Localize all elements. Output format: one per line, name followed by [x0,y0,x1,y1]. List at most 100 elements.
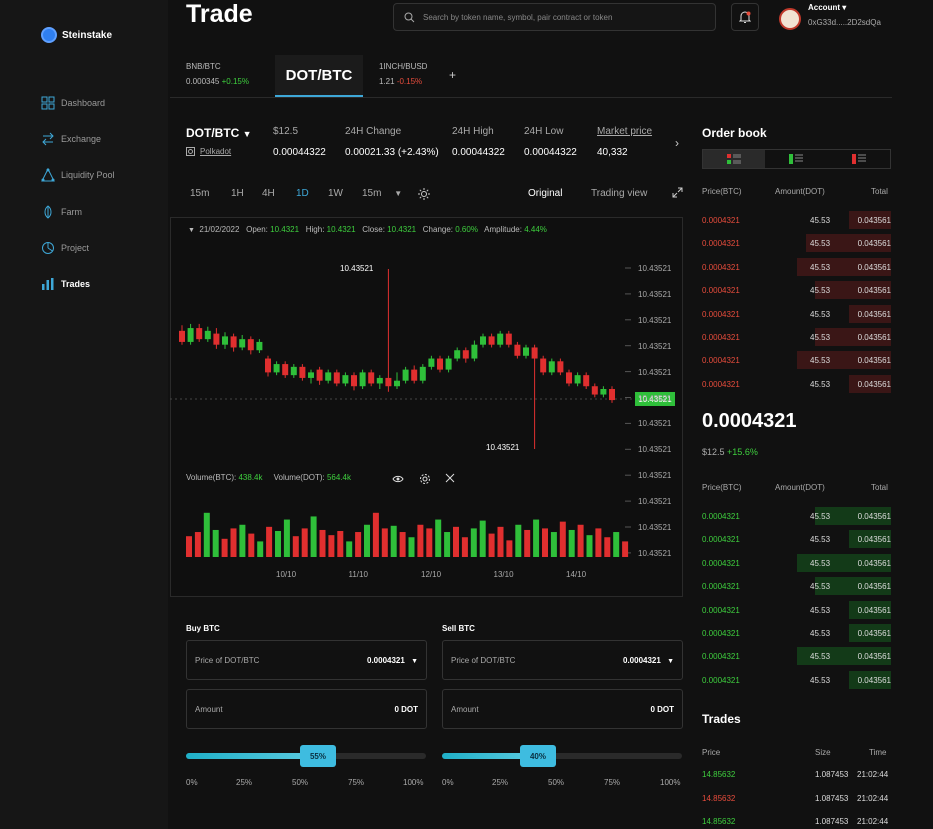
buy-price-field[interactable]: Price of DOT/BTC 0.0004321 ▼ [186,640,427,680]
candle[interactable] [531,347,538,359]
candle[interactable] [548,361,555,373]
candle[interactable] [385,377,392,387]
sell-slider-track[interactable] [442,753,682,759]
candle[interactable] [325,372,332,381]
candle[interactable] [480,336,486,345]
stat-market-price-label[interactable]: Market price [597,126,653,137]
candle[interactable] [213,333,220,345]
ask-row[interactable]: 0.0004321 45.53 0.043561 [702,257,891,276]
pair-tab-bnb-btc[interactable]: BNB/BTC 0.000345 +0.15% [186,62,249,86]
sell-pct-75[interactable]: 75% [604,778,621,787]
candle[interactable] [342,375,349,384]
sell-pct-25[interactable]: 25% [492,778,509,787]
sell-pct-100[interactable]: 100% [660,778,681,787]
timeframe-4h[interactable]: 4H [262,188,275,199]
avatar[interactable] [779,8,801,30]
eye-icon[interactable] [392,473,404,485]
candle[interactable] [574,375,581,384]
candle[interactable] [471,344,478,359]
sell-pct-50[interactable]: 50% [548,778,565,787]
candle[interactable] [333,372,340,384]
bid-row[interactable]: 0.0004321 45.53 0.043561 [702,530,891,549]
buy-amount-field[interactable]: Amount 0 DOT [186,689,427,729]
view-original[interactable]: Original [528,188,563,199]
notifications-button[interactable] [731,3,759,31]
timeframe-1d[interactable]: 1D [296,188,309,199]
candle[interactable] [557,361,564,373]
candle[interactable] [566,372,572,384]
candle[interactable] [428,358,435,367]
sidebar-item-liquidity-pool[interactable]: Liquidity Pool [41,166,115,184]
bid-row[interactable]: 0.0004321 45.53 0.043561 [702,647,891,666]
pair-tab-dot-btc[interactable]: DOT/BTC [275,55,363,97]
candle[interactable] [299,366,306,378]
ask-row[interactable]: 0.0004321 45.53 0.043561 [702,304,891,323]
candle[interactable] [411,369,418,381]
ask-row[interactable]: 0.0004321 45.53 0.043561 [702,211,891,229]
close-icon[interactable] [445,473,455,483]
sidebar-item-project[interactable]: Project [41,239,89,257]
pair-selector[interactable]: DOT/BTC ▼ [186,126,252,140]
candle[interactable] [290,366,297,376]
buy-slider-handle[interactable]: 55% [300,745,336,767]
candle[interactable] [179,330,185,342]
candle[interactable] [488,336,495,345]
candle[interactable] [316,369,323,381]
expand-icon[interactable] [672,187,683,198]
candle[interactable] [583,375,590,387]
search-box[interactable] [393,3,716,31]
buy-pct-25[interactable]: 25% [236,778,253,787]
candle[interactable] [394,380,400,387]
buy-pct-100[interactable]: 100% [403,778,424,787]
pair-tab-1inch-busd[interactable]: 1INCH/BUSD 1.21 -0.15% [379,62,427,86]
candle[interactable] [445,358,452,370]
candle[interactable] [591,386,598,395]
chevron-right-icon[interactable]: › [675,136,679,150]
add-tab-button[interactable]: + [449,68,457,82]
ask-row[interactable]: 0.0004321 45.53 0.043561 [702,234,891,253]
candle[interactable] [402,369,409,381]
candle[interactable] [239,339,246,348]
candle[interactable] [359,372,366,387]
candle[interactable] [222,336,228,345]
bid-row[interactable]: 0.0004321 45.53 0.043561 [702,670,891,689]
timeframe-dropdown[interactable]: 15m ▼ [362,188,402,199]
sell-slider-handle[interactable]: 40% [520,745,556,767]
candle[interactable] [368,372,375,384]
candle[interactable] [505,333,512,345]
sell-amount-field[interactable]: Amount 0 DOT [442,689,683,729]
bid-row[interactable]: 0.0004321 45.53 0.043561 [702,624,891,642]
candle[interactable] [187,328,194,342]
candle[interactable] [204,330,211,340]
candle[interactable] [282,364,289,376]
sidebar-item-farm[interactable]: Farm [41,203,82,221]
candle[interactable] [265,358,271,373]
sidebar-item-exchange[interactable]: Exchange [41,130,101,148]
buy-pct-0[interactable]: 0% [186,778,198,787]
sell-price-field[interactable]: Price of DOT/BTC 0.0004321 ▼ [442,640,683,680]
account-menu[interactable]: Account ▾ [808,3,846,12]
candle[interactable] [437,358,443,370]
candle[interactable] [540,358,547,373]
bid-row[interactable]: 0.0004321 45.53 0.043561 [702,507,891,525]
candle[interactable] [376,377,383,384]
sidebar-item-trades[interactable]: Trades [41,275,90,293]
buy-pct-75[interactable]: 75% [348,778,365,787]
candle[interactable] [514,344,521,356]
ask-row[interactable]: 0.0004321 45.53 0.043561 [702,374,891,393]
search-input[interactable] [423,12,703,22]
bid-row[interactable]: 0.0004321 45.53 0.043561 [702,600,891,619]
candle[interactable] [196,328,203,340]
candle[interactable] [256,341,263,351]
view-trading[interactable]: Trading view [591,188,648,199]
gear-icon[interactable] [419,473,431,485]
settings-icon[interactable] [417,187,431,201]
candle[interactable] [600,389,607,395]
buy-pct-50[interactable]: 50% [292,778,309,787]
timeframe-1h[interactable]: 1H [231,188,244,199]
candle[interactable] [247,339,254,351]
token-link[interactable]: Polkadot [186,147,231,156]
candle[interactable] [308,372,314,378]
sell-pct-0[interactable]: 0% [442,778,454,787]
bid-row[interactable]: 0.0004321 45.53 0.043561 [702,577,891,596]
